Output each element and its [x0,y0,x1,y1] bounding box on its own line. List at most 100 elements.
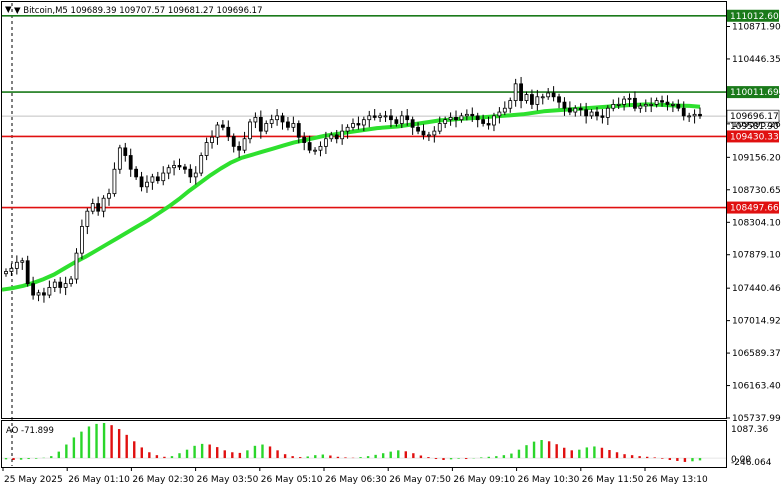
candle-body [63,283,68,288]
y-tick-label: 107440.46 [732,284,781,294]
y-tick-label: 108304.10 [732,218,781,228]
candle-body [443,119,448,124]
candle-body [242,138,247,151]
x-tick-label: 26 May 05:10 [261,475,323,485]
x-tick-label: 26 May 07:50 [389,475,451,485]
level-tag-box [727,9,779,22]
candle-body [85,210,90,227]
candle-body [627,97,632,100]
candle-body [410,119,415,128]
candle-body [643,104,648,107]
candle-body [654,100,659,105]
candle-body [264,123,269,132]
candle-body [128,155,133,170]
candle-body [660,100,664,103]
level-tag-box [727,86,779,99]
candle-body [329,134,334,140]
x-tick-label: 25 May 2025 [4,475,63,485]
candle-body [231,136,236,147]
candle-body [269,119,274,124]
candle-body [226,126,231,137]
candle-body [578,107,583,111]
candle-body [318,145,323,151]
candle-body [296,123,301,138]
candle-body [199,155,204,174]
candle-body [9,267,14,272]
candle-body [237,145,242,151]
candle-body [313,149,317,152]
candle-body [464,113,469,117]
horizontal-levels [2,14,726,209]
candle-body [486,123,491,126]
candle-body [437,123,442,132]
candle-body [58,281,63,288]
candle-body [427,134,431,137]
candle-body [497,111,502,117]
triangle-down-icon[interactable]: ▼ [5,5,12,15]
candle-body [14,261,19,269]
candle-body [215,124,220,138]
candle-body [36,292,41,296]
y-tick-label: 106163.40 [732,382,781,392]
candle-body [481,119,486,124]
x-tick-label: 26 May 01:10 [68,475,130,485]
candle-body [42,292,46,296]
candle-body [253,116,258,123]
candle-body [459,115,464,121]
candle-body [589,111,594,117]
candle-body [605,107,610,118]
candle-body [291,123,296,128]
candle-body [372,115,377,118]
candle-body [394,119,399,124]
main-plot-frame [1,1,727,419]
candle-body [595,111,599,117]
candle-body [584,109,589,117]
candle-body [323,138,328,147]
candle-body [356,123,361,126]
candle-body [616,104,621,106]
candle-body [698,113,702,117]
candle-body [275,115,279,121]
level-tag-label: 109430.33 [730,132,779,142]
candle-body [622,98,626,105]
level-tag-label: 108497.66 [730,204,779,214]
candle-body [540,96,545,99]
candle-body [389,115,393,121]
candle-body [90,203,95,212]
candle-body [383,115,388,118]
candle-body [535,96,540,105]
candle-body [334,134,339,140]
level-tag-label: 111012.60 [730,12,779,22]
candle-body [47,287,52,296]
x-tick-label: 26 May 13:10 [646,475,708,485]
candle-body [220,124,225,128]
candle-body [210,136,214,143]
candle-body [286,121,290,128]
candle-body [470,113,475,117]
level-tag-box [727,201,779,214]
x-tick-label: 26 May 11:50 [582,475,644,485]
candle-body [551,92,556,98]
ao-min-label: -246.064 [731,458,772,468]
candle-body [611,104,616,109]
candle-body [52,281,57,288]
candle-body [351,123,355,128]
candle-body [31,283,36,296]
moving-average [1,102,701,292]
y-tick-label: 107014.92 [732,317,781,327]
secondary-price-label: 109581.90 [730,122,779,132]
y-tick-label: 107879.10 [732,251,781,261]
candle-body [80,226,84,254]
candle-body [345,126,350,132]
candle-body [416,126,420,132]
candle-body [280,115,285,123]
candle-body [448,116,453,121]
candle-body [69,278,73,285]
candle-body [20,260,25,263]
candle-body [687,115,692,118]
candle-body [4,271,8,275]
candle-body [302,136,307,143]
candle-body [492,115,496,126]
candle-body [665,101,670,105]
